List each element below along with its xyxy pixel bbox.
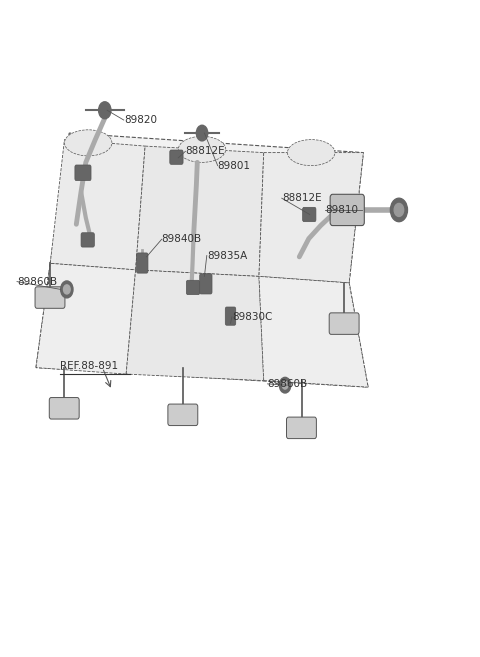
FancyBboxPatch shape <box>330 194 364 225</box>
Polygon shape <box>259 277 368 387</box>
Text: 88812E: 88812E <box>185 147 225 156</box>
FancyBboxPatch shape <box>302 208 316 221</box>
Ellipse shape <box>288 139 335 166</box>
Text: 89860B: 89860B <box>17 277 57 286</box>
FancyBboxPatch shape <box>49 397 79 419</box>
Ellipse shape <box>179 136 226 162</box>
Circle shape <box>394 204 404 216</box>
Ellipse shape <box>64 130 112 156</box>
Text: 89801: 89801 <box>218 161 251 171</box>
Circle shape <box>60 281 73 298</box>
Polygon shape <box>136 146 264 277</box>
Polygon shape <box>126 270 264 380</box>
Polygon shape <box>36 263 136 374</box>
Text: 88812E: 88812E <box>282 193 322 203</box>
Text: 89830C: 89830C <box>232 312 272 322</box>
FancyBboxPatch shape <box>81 233 95 247</box>
Text: 89810: 89810 <box>325 205 359 215</box>
Text: 89820: 89820 <box>124 115 157 125</box>
FancyBboxPatch shape <box>200 274 212 294</box>
Polygon shape <box>259 152 363 283</box>
FancyBboxPatch shape <box>35 287 65 308</box>
Polygon shape <box>50 139 145 270</box>
FancyBboxPatch shape <box>287 417 316 439</box>
FancyBboxPatch shape <box>75 165 91 181</box>
Circle shape <box>390 198 408 221</box>
FancyBboxPatch shape <box>168 404 198 426</box>
Circle shape <box>196 125 208 141</box>
Circle shape <box>282 381 288 389</box>
Circle shape <box>63 285 70 294</box>
FancyBboxPatch shape <box>170 150 183 164</box>
FancyBboxPatch shape <box>186 281 200 294</box>
Polygon shape <box>36 263 368 387</box>
Text: 89840B: 89840B <box>162 235 202 244</box>
FancyBboxPatch shape <box>137 253 148 273</box>
FancyBboxPatch shape <box>329 313 359 334</box>
Text: 89835A: 89835A <box>207 250 247 261</box>
Circle shape <box>98 102 111 119</box>
Polygon shape <box>50 133 363 283</box>
Text: REF.88-891: REF.88-891 <box>60 361 118 371</box>
Circle shape <box>279 377 291 393</box>
Text: 89860B: 89860B <box>267 379 308 389</box>
FancyBboxPatch shape <box>225 307 236 325</box>
